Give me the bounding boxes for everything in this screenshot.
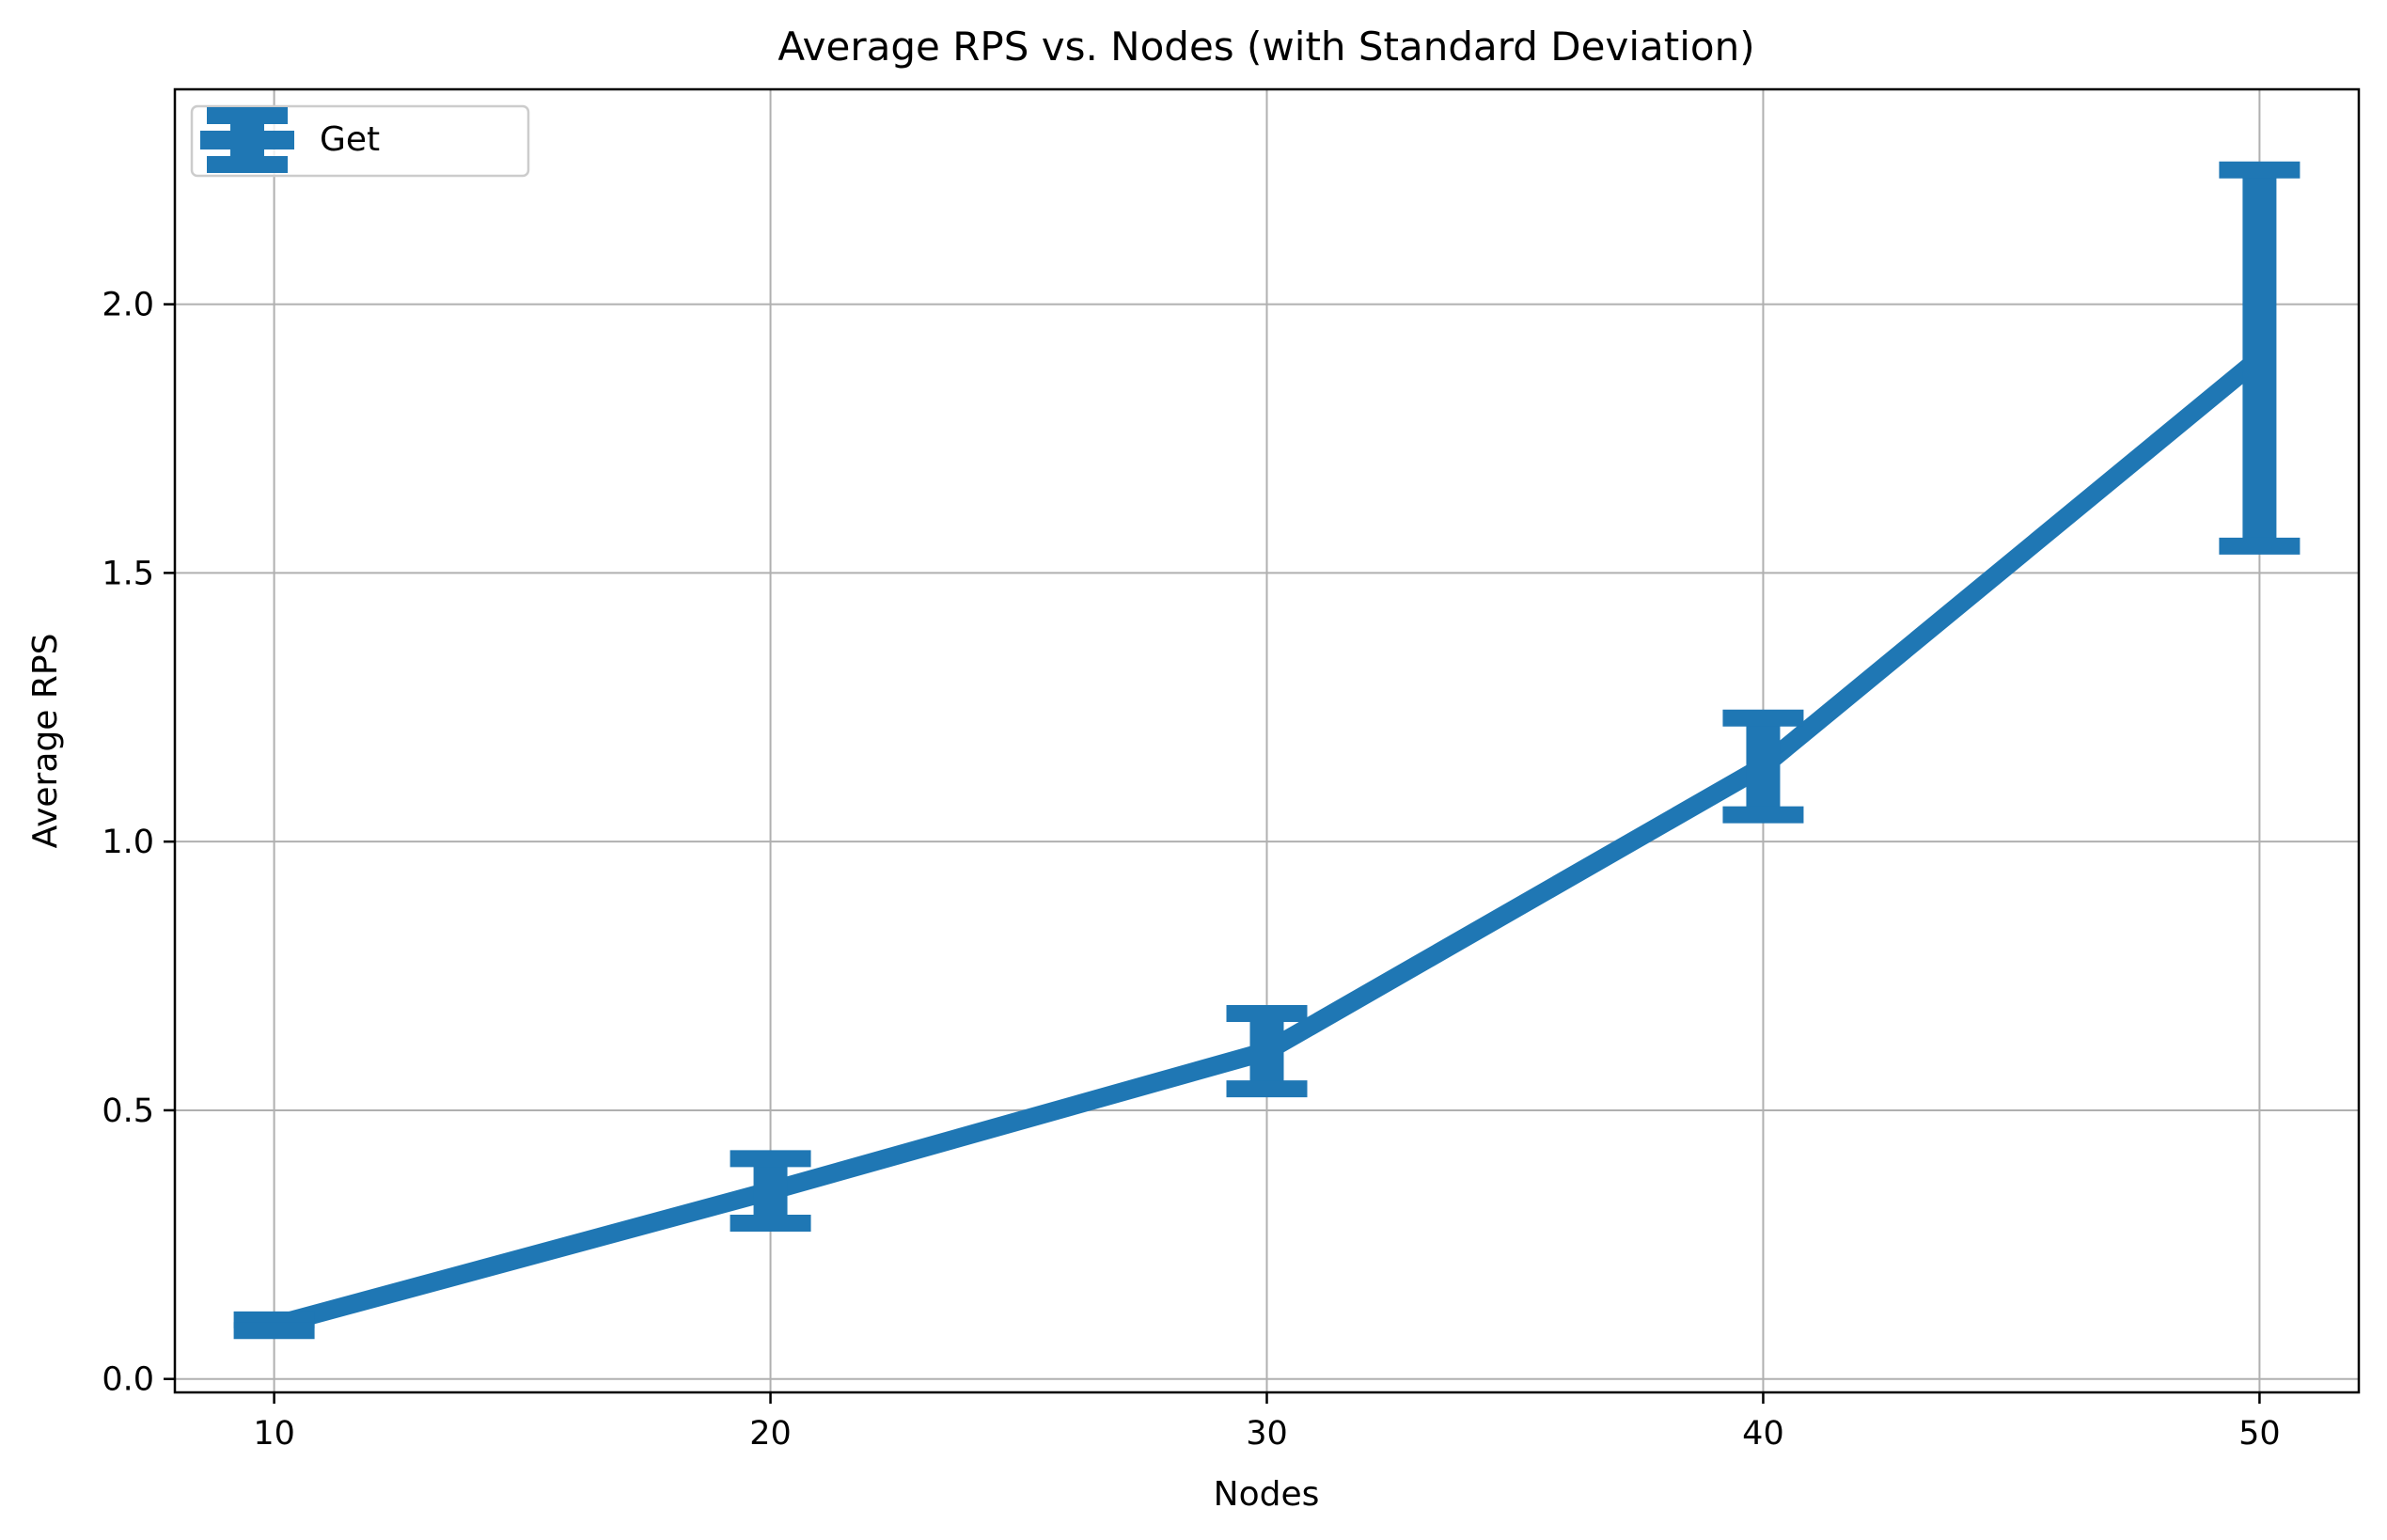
ticks: 10 20 30 40 50 0.0 0.5 1.0 1.5 2.0	[102, 287, 2280, 1453]
y-tick-label: 0.5	[102, 1092, 154, 1130]
x-tick-label: 30	[1246, 1415, 1288, 1453]
grid	[175, 89, 2359, 1392]
y-axis-label: Average RPS	[26, 634, 65, 849]
y-tick-label: 2.0	[102, 287, 154, 324]
x-tick-label: 50	[2238, 1415, 2281, 1453]
y-tick-label: 1.5	[102, 555, 154, 592]
x-axis-label: Nodes	[1214, 1475, 1320, 1514]
legend-swatch-get	[200, 107, 294, 173]
x-tick-label: 10	[253, 1415, 295, 1453]
series-layer	[233, 161, 2301, 1340]
y-tick-label: 1.0	[102, 824, 154, 861]
x-tick-label: 40	[1742, 1415, 1784, 1453]
y-tick-label: 0.0	[102, 1361, 154, 1399]
legend-label-get: Get	[320, 120, 380, 159]
legend: Get	[190, 104, 530, 178]
x-tick-label: 20	[749, 1415, 792, 1453]
chart-title: Average RPS vs. Nodes (with Standard Dev…	[777, 24, 1754, 70]
